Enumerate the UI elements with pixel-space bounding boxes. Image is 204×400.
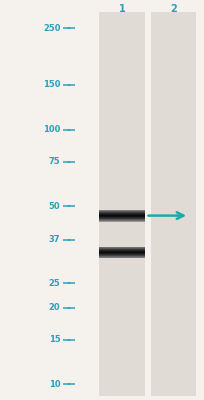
Bar xyxy=(99,12,144,396)
Text: 1: 1 xyxy=(118,4,125,14)
Text: 250: 250 xyxy=(43,24,60,33)
Text: 37: 37 xyxy=(49,235,60,244)
Bar xyxy=(99,214,144,215)
Text: 50: 50 xyxy=(49,202,60,211)
Bar xyxy=(99,217,144,218)
Text: 75: 75 xyxy=(49,157,60,166)
Bar xyxy=(99,219,144,220)
Bar xyxy=(99,213,144,214)
Text: 10: 10 xyxy=(49,380,60,389)
Text: 2: 2 xyxy=(169,4,176,14)
Text: 20: 20 xyxy=(49,303,60,312)
Bar xyxy=(99,212,144,213)
Text: 150: 150 xyxy=(43,80,60,89)
Bar xyxy=(99,218,144,219)
Bar xyxy=(99,215,144,216)
Text: 15: 15 xyxy=(49,335,60,344)
Text: 25: 25 xyxy=(49,278,60,288)
Bar xyxy=(99,216,144,217)
Bar xyxy=(99,221,144,222)
Text: 100: 100 xyxy=(43,125,60,134)
Bar xyxy=(99,220,144,221)
Bar xyxy=(99,210,144,211)
Bar xyxy=(150,12,195,396)
Bar xyxy=(99,211,144,212)
